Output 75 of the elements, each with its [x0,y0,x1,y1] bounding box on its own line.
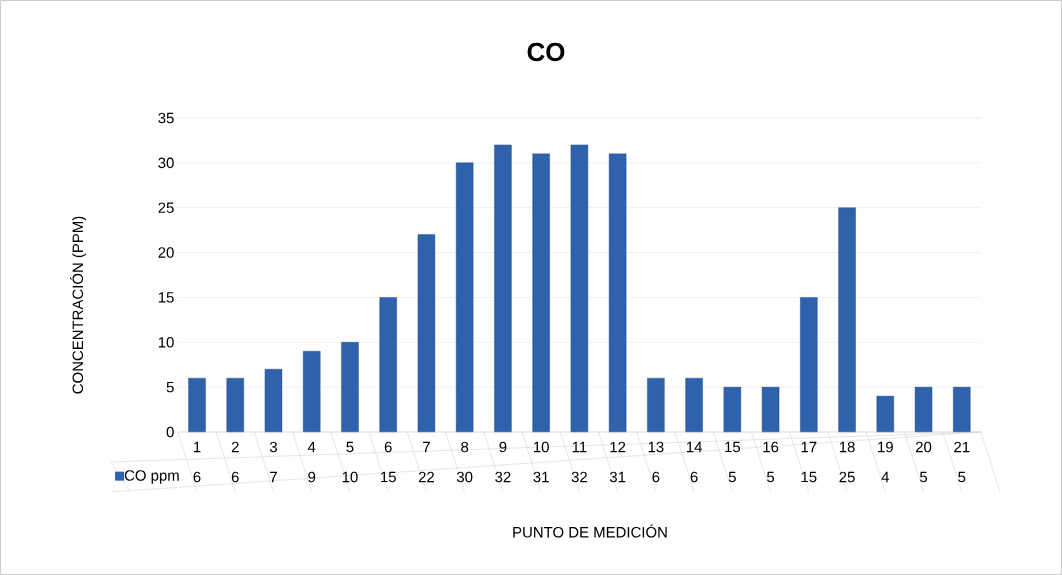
x-tick-label: 21 [954,441,970,453]
bar [532,153,550,433]
data-label: 5 [958,471,966,483]
y-tick-label: 0 [166,426,174,438]
data-label: 9 [308,471,316,483]
bar [685,377,703,433]
data-label: 32 [571,471,587,483]
data-label: 32 [495,471,511,483]
x-tick-label: 14 [686,441,702,453]
data-label: 15 [801,471,817,483]
bar [608,153,627,433]
data-label: 6 [231,471,239,483]
x-tick-label: 3 [269,441,277,453]
data-label: 5 [767,471,775,483]
data-label: 6 [690,471,698,483]
x-tick-label: 17 [801,441,817,453]
y-tick-label: 20 [158,247,174,258]
data-label: 22 [418,471,434,483]
data-label: 10 [342,471,358,483]
y-axis-title: CONCENTRACIÓN (PPM) [69,216,87,394]
x-tick-label: 6 [384,441,392,453]
x-tick-label: 16 [763,441,779,453]
bar [226,377,244,433]
data-label: 6 [193,471,201,483]
data-label: 31 [533,471,549,483]
bar [303,351,321,433]
x-tick-label: 5 [346,441,354,453]
x-tick-label: 10 [533,441,549,453]
y-tick-label: 5 [166,381,174,393]
bar [647,377,665,433]
bar [953,386,971,433]
bar [455,162,474,433]
x-tick-label: 4 [307,441,316,453]
x-tick-label: 11 [572,441,587,453]
bar [341,342,359,433]
data-label: 4 [881,471,890,483]
data-label: 6 [652,471,660,483]
x-tick-label: 12 [610,441,626,453]
x-tick-label: 1 [193,441,201,453]
bar [876,395,894,433]
x-tick-label: 15 [725,441,741,453]
bar [379,297,397,433]
x-tick-label: 8 [461,441,469,453]
bar [188,377,206,433]
y-tick-label: 25 [158,202,174,213]
bar [723,386,742,433]
bar [761,386,780,433]
x-tick-label: 20 [915,441,932,453]
bar [838,207,856,433]
data-label: 31 [609,471,626,483]
chart-title: CO [527,42,565,62]
data-label: 7 [270,471,277,483]
data-label: 25 [839,471,855,483]
y-tick-label: 30 [158,157,174,169]
x-tick-label: 2 [231,441,239,453]
bar [914,386,933,433]
bar [800,297,818,433]
data-label: 5 [728,471,736,483]
bar [570,144,589,433]
data-label: 30 [456,471,473,483]
bar [417,234,436,433]
data-label: 5 [919,471,928,483]
y-tick-label: 35 [158,112,174,124]
y-tick-label: 15 [158,292,174,303]
bar [264,368,283,433]
x-tick-label: 19 [878,441,893,453]
bar [494,144,512,433]
x-tick-label: 7 [423,441,430,453]
legend-label: CO ppm [124,470,179,484]
x-tick-label: 18 [839,441,855,453]
data-label: 15 [381,471,396,483]
x-tick-label: 9 [499,441,507,453]
x-tick-label: 13 [648,441,664,453]
y-tick-label: 10 [158,336,174,348]
x-axis-title: PUNTO DE MEDICIÓN [513,524,667,538]
